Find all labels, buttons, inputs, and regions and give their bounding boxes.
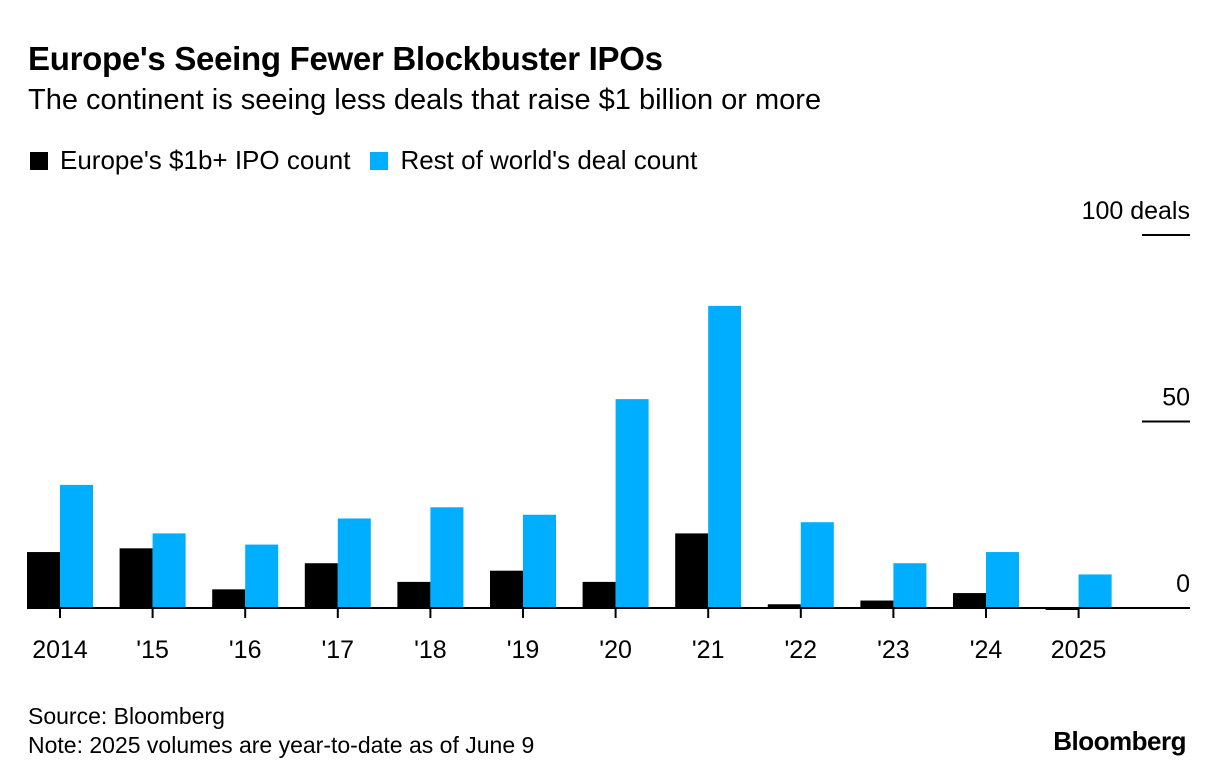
x-tick-label: '17 [322,636,355,664]
legend-item-rest-of-world: Rest of world's deal count [370,145,697,176]
bars [27,305,1112,610]
legend-swatch-europe [30,151,48,170]
bar-europe-1 [119,548,153,608]
bar-europe-5 [490,570,523,608]
bar-rest-of-world-6 [615,399,649,608]
legend-label-europe: Europe's $1b+ IPO count [60,145,351,175]
bar-europe-2 [212,589,246,608]
bar-rest-of-world-10 [986,552,1019,608]
bar-europe-4 [397,581,431,608]
bar-europe-10 [953,593,986,608]
bar-rest-of-world-11 [1078,574,1112,608]
x-tick-label: 2025 [1051,636,1107,664]
bar-rest-of-world-1 [152,533,186,608]
bar-europe-3 [304,563,338,608]
bar-rest-of-world-7 [708,305,742,608]
bar-europe-7 [675,533,709,608]
x-tick-label: '24 [970,636,1003,664]
bar-europe-8 [767,604,801,608]
footnote: Note: 2025 volumes are year-to-date as o… [28,732,535,758]
legend-swatch-rest-of-world [370,151,389,170]
legend: Europe's $1b+ IPO count Rest of world's … [30,145,717,176]
x-tick-label: '21 [692,636,725,664]
legend-label-rest-of-world: Rest of world's deal count [400,145,698,175]
y-tick-label: 0 [1176,570,1190,598]
bloomberg-logo: Bloomberg [1053,726,1186,756]
bar-rest-of-world-5 [523,514,556,608]
x-tick-label: '23 [877,636,910,664]
y-tick-label: 50 [1162,384,1190,412]
source-note: Source: Bloomberg [28,703,225,729]
bar-europe-0 [27,552,60,608]
bar-rest-of-world-2 [245,544,279,608]
chart-title: Europe's Seeing Fewer Blockbuster IPOs [28,40,663,77]
gridlines: 0 50 100 deals [1082,197,1190,598]
bar-rest-of-world-8 [800,522,834,608]
bar-europe-6 [582,581,616,608]
x-tick-label: 2014 [32,636,88,664]
x-tick-label: '15 [136,636,169,664]
bar-rest-of-world-3 [337,518,371,608]
bar-rest-of-world-0 [60,484,93,608]
x-tick-label: '19 [507,636,540,664]
chart-subtitle: The continent is seeing less deals that … [28,84,822,116]
x-tick-label: '18 [414,636,447,664]
x-axis: 2014 '15 '16 '17 '18 '19 '20 '21 '22 '23 '24 2025 [27,607,1190,664]
x-tick-label: '20 [599,636,632,664]
bar-rest-of-world-4 [430,507,464,608]
y-tick-label: 100 deals [1082,197,1190,225]
x-tick-label: '16 [229,636,262,664]
legend-item-europe: Europe's $1b+ IPO count [30,145,350,176]
x-tick-label: '22 [785,636,818,664]
bar-rest-of-world-9 [893,563,927,608]
bar-europe-9 [860,600,894,608]
